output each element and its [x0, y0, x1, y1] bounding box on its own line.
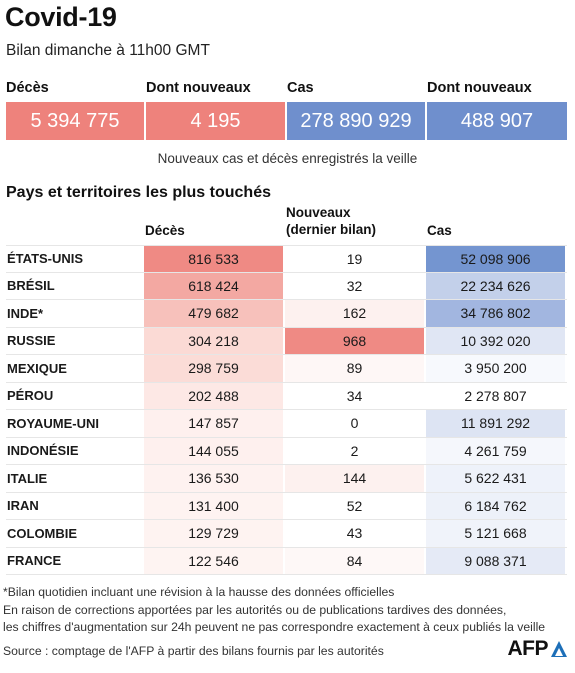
new-deaths-cell: 89 [285, 355, 424, 382]
new-deaths-cell: 968 [285, 327, 424, 354]
country-name: COLOMBIE [7, 525, 78, 541]
cases-cell: 11 891 292 [426, 410, 565, 437]
section-title: Pays et territoires les plus touchés [6, 184, 271, 201]
deaths-cell: 147 857 [144, 410, 283, 437]
footnote-revision: *Bilan quotidien incluant une révision à… [3, 585, 395, 599]
table-row: ITALIE 136 530 144 5 622 431 [6, 465, 567, 493]
table-row: INDE* 479 682 162 34 786 802 [6, 300, 567, 328]
afp-logo-text: AFP [507, 637, 549, 660]
afp-logo: AFP [508, 637, 570, 661]
cases-cell: 2 278 807 [426, 382, 565, 409]
page-subtitle: Bilan dimanche à 11h00 GMT [6, 42, 210, 59]
table-row: RUSSIE 304 218 968 10 392 020 [6, 327, 567, 355]
table-row: ÉTATS-UNIS 816 533 19 52 098 906 [6, 245, 567, 273]
country-name: ÉTATS-UNIS [7, 251, 84, 267]
summary-label-new-deaths: Dont nouveaux [146, 80, 251, 96]
country-table: ÉTATS-UNIS 816 533 19 52 098 906 BRÉSIL 618 4… [6, 245, 567, 575]
deaths-cell: 136 530 [144, 465, 283, 492]
cases-cell: 6 184 762 [426, 492, 565, 519]
summary-note: Nouveaux cas et décès enregistrés la vei… [157, 151, 418, 166]
summary-box-deaths: 5 394 775 [6, 102, 144, 140]
column-header-cases: Cas [427, 223, 452, 238]
summary-box-cases: 278 890 929 [287, 102, 425, 140]
deaths-cell: 479 682 [144, 300, 283, 327]
afp-logo-mark-icon [551, 641, 567, 657]
country-name: ITALIE [7, 470, 48, 486]
deaths-cell: 129 729 [144, 520, 283, 547]
summary-label-new-cases: Dont nouveaux [427, 80, 532, 96]
new-deaths-cell: 162 [285, 300, 424, 327]
country-name: RUSSIE [7, 333, 56, 349]
footnote-corrections-1: En raison de corrections apportées par l… [3, 602, 507, 617]
new-deaths-cell: 52 [285, 492, 424, 519]
country-name: MEXIQUE [7, 360, 67, 376]
country-name: BRÉSIL [7, 278, 55, 294]
cases-cell: 22 234 626 [426, 272, 565, 299]
deaths-cell: 816 533 [144, 246, 283, 272]
summary-labels: Décès Dont nouveaux Cas Dont nouveaux [6, 80, 567, 96]
table-row: MEXIQUE 298 759 89 3 950 200 [6, 355, 567, 383]
cases-cell: 5 622 431 [426, 465, 565, 492]
column-header-new: Nouveaux (dernier bilan) [286, 204, 376, 238]
new-deaths-cell: 19 [285, 246, 424, 272]
deaths-cell: 298 759 [144, 355, 283, 382]
new-deaths-cell: 144 [285, 465, 424, 492]
summary-box-new-cases: 488 907 [427, 102, 567, 140]
deaths-cell: 122 546 [144, 547, 283, 574]
page-title: Covid-19 [5, 2, 117, 32]
footnote-corrections-2: les chiffres d'augmentation sur 24h peuv… [3, 620, 546, 634]
table-row: IRAN 131 400 52 6 184 762 [6, 492, 567, 520]
country-name: INDE* [7, 305, 44, 321]
deaths-cell: 304 218 [144, 327, 283, 354]
footnotes: *Bilan quotidien incluant une révision à… [3, 584, 545, 637]
country-name: PÉROU [7, 388, 54, 404]
column-header-new-line2: (dernier bilan) [286, 222, 377, 237]
deaths-cell: 144 055 [144, 437, 283, 464]
cases-cell: 5 121 668 [426, 520, 565, 547]
table-row: COLOMBIE 129 729 43 5 121 668 [6, 520, 567, 548]
new-deaths-cell: 2 [285, 437, 424, 464]
new-deaths-cell: 32 [285, 272, 424, 299]
table-row: ROYAUME-UNI 147 857 0 11 891 292 [6, 410, 567, 438]
table-row: BRÉSIL 618 424 32 22 234 626 [6, 272, 567, 300]
deaths-cell: 131 400 [144, 492, 283, 519]
column-header-deaths: Décès [145, 223, 185, 238]
cases-cell: 3 950 200 [426, 355, 565, 382]
new-deaths-cell: 34 [285, 382, 424, 409]
summary-label-cases: Cas [287, 80, 314, 96]
table-row: FRANCE 122 546 84 9 088 371 [6, 547, 567, 575]
table-row: PÉROU 202 488 34 2 278 807 [6, 382, 567, 410]
summary-label-deaths: Décès [6, 80, 49, 96]
table-row: INDONÉSIE 144 055 2 4 261 759 [6, 437, 567, 465]
cases-cell: 4 261 759 [426, 437, 565, 464]
country-name: ROYAUME-UNI [7, 415, 99, 431]
country-name: INDONÉSIE [7, 443, 79, 459]
summary-box-new-deaths: 4 195 [146, 102, 285, 140]
column-header-new-line1: Nouveaux [286, 205, 351, 220]
summary-boxes: 5 394 775 4 195 278 890 929 488 907 [6, 102, 567, 140]
country-name: FRANCE [7, 553, 62, 569]
country-name: IRAN [7, 498, 39, 514]
deaths-cell: 618 424 [144, 272, 283, 299]
deaths-cell: 202 488 [144, 382, 283, 409]
source-note: Source : comptage de l'AFP à partir des … [3, 644, 384, 658]
new-deaths-cell: 0 [285, 410, 424, 437]
cases-cell: 34 786 802 [426, 300, 565, 327]
cases-cell: 9 088 371 [426, 547, 565, 574]
new-deaths-cell: 43 [285, 520, 424, 547]
cases-cell: 52 098 906 [426, 246, 565, 272]
new-deaths-cell: 84 [285, 547, 424, 574]
cases-cell: 10 392 020 [426, 327, 565, 354]
